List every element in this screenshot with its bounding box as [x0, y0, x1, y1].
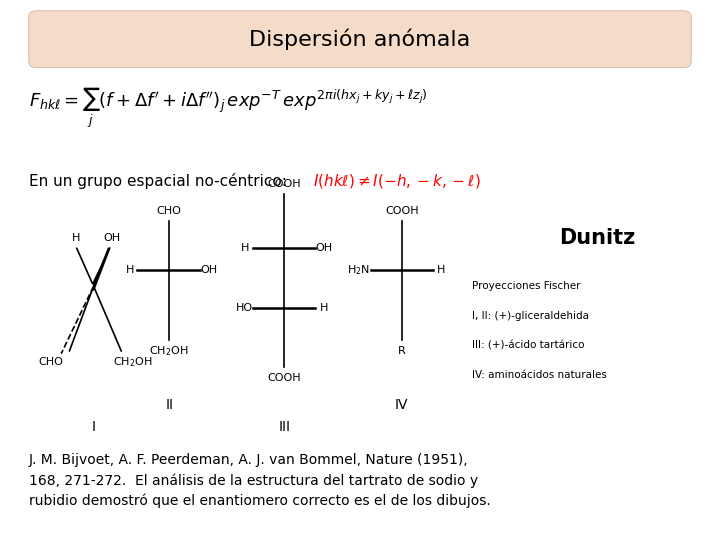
Text: CHO: CHO: [157, 206, 181, 215]
Text: OH: OH: [200, 265, 217, 275]
Text: CH$_2$OH: CH$_2$OH: [114, 355, 153, 369]
Text: COOH: COOH: [268, 179, 301, 188]
Text: I: I: [91, 420, 96, 434]
Text: HO: HO: [236, 303, 253, 313]
Text: R: R: [398, 346, 405, 356]
Text: OH: OH: [315, 244, 333, 253]
Text: H: H: [437, 265, 446, 275]
Text: $I(hk\ell) \neq I(-h,-k,-\ell)$: $I(hk\ell) \neq I(-h,-k,-\ell)$: [313, 172, 481, 190]
Text: En un grupo espacial no-céntrico:: En un grupo espacial no-céntrico:: [29, 173, 297, 189]
Text: COOH: COOH: [385, 206, 418, 215]
Text: Proyecciones Fischer: Proyecciones Fischer: [472, 281, 580, 291]
Text: H: H: [320, 303, 328, 313]
Text: Dispersión anómala: Dispersión anómala: [249, 28, 471, 50]
Text: CHO: CHO: [38, 357, 63, 367]
FancyBboxPatch shape: [29, 11, 691, 68]
Text: J. M. Bijvoet, A. F. Peerdeman, A. J. van Bommel, Nature (1951),
168, 271-272.  : J. M. Bijvoet, A. F. Peerdeman, A. J. va…: [29, 454, 490, 508]
Text: H: H: [240, 244, 249, 253]
Text: IV: aminoácidos naturales: IV: aminoácidos naturales: [472, 370, 606, 380]
Text: $F_{hk\ell} = \sum_{j}(f + \Delta f' + i\Delta f'')_j\,exp^{-T}\,exp^{2\pi i(hx_: $F_{hk\ell} = \sum_{j}(f + \Delta f' + i…: [29, 86, 428, 130]
Text: III: III: [279, 420, 290, 434]
Text: OH: OH: [103, 233, 120, 242]
Text: Dunitz: Dunitz: [559, 227, 636, 248]
Text: III: (+)-ácido tartárico: III: (+)-ácido tartárico: [472, 341, 584, 350]
Text: H: H: [71, 233, 80, 242]
Text: H$_2$N: H$_2$N: [347, 263, 370, 277]
Polygon shape: [94, 247, 110, 291]
Text: H: H: [125, 265, 134, 275]
Text: CH$_2$OH: CH$_2$OH: [150, 344, 189, 358]
Text: IV: IV: [395, 398, 408, 412]
Text: COOH: COOH: [268, 373, 301, 383]
Text: II: II: [165, 398, 174, 412]
Text: I, II: (+)-gliceraldehida: I, II: (+)-gliceraldehida: [472, 311, 589, 321]
